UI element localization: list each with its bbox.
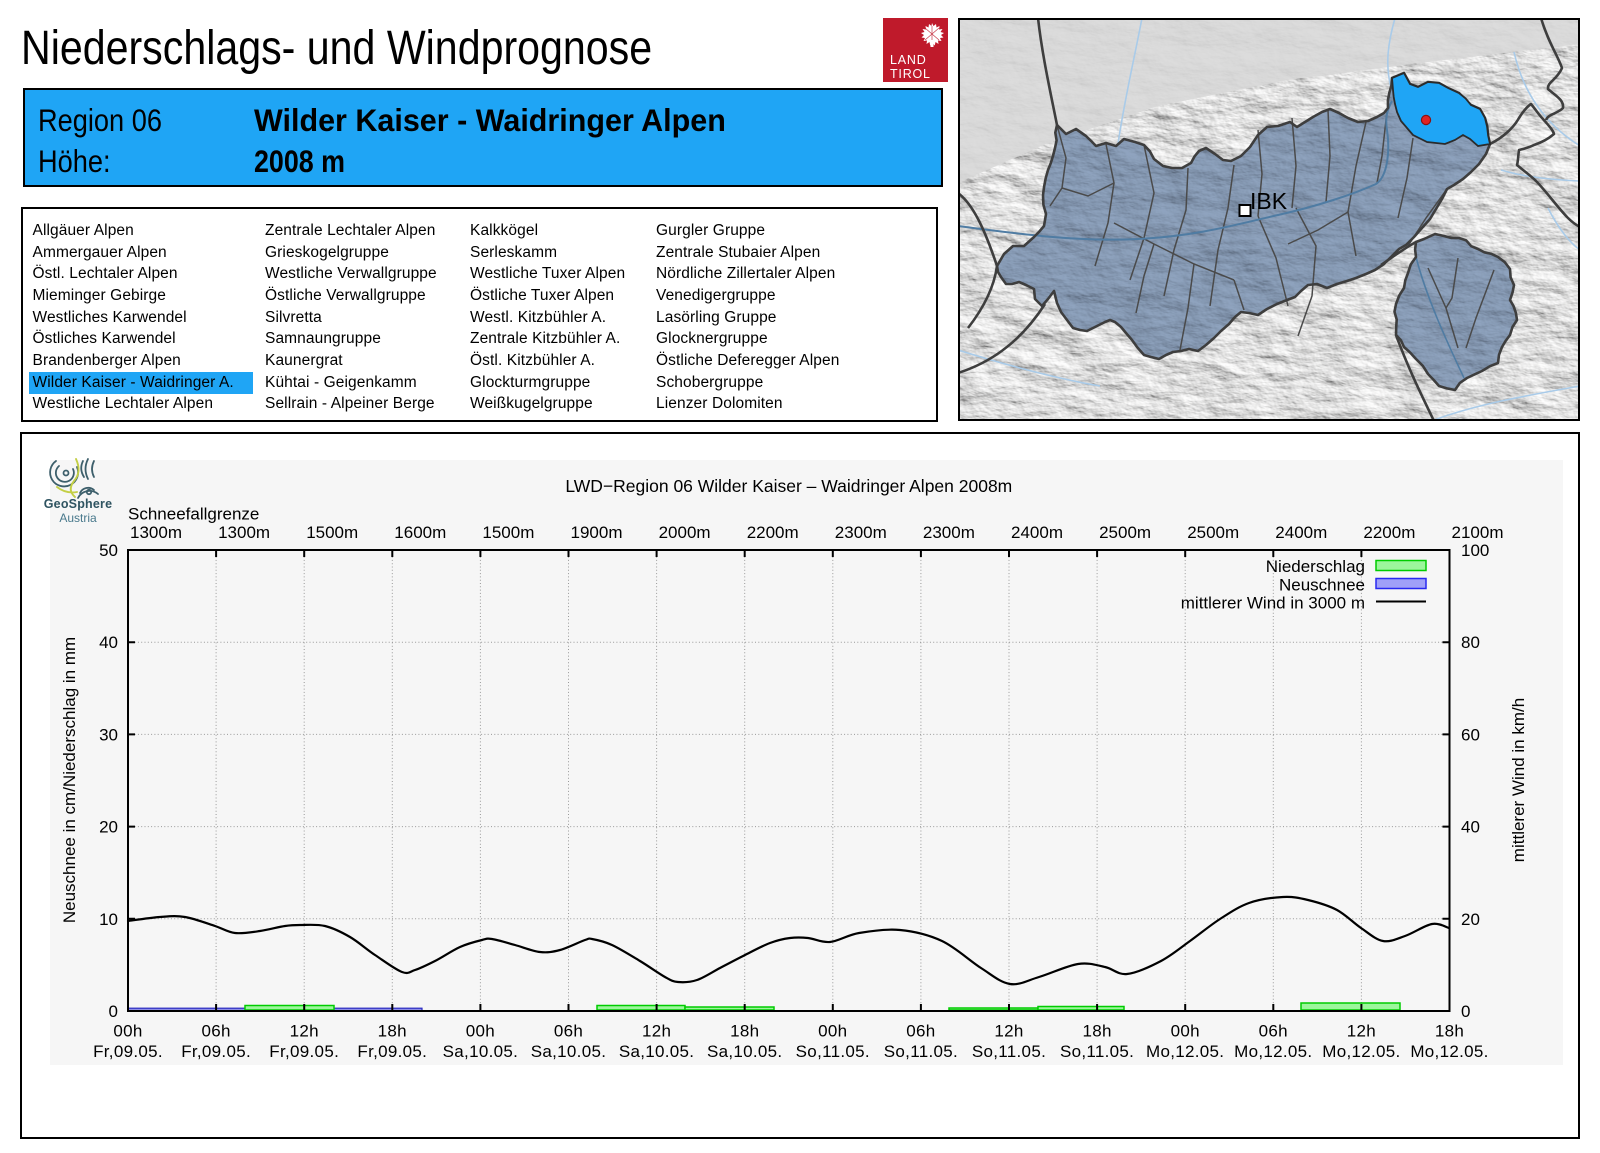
- svg-text:06h: 06h: [201, 1022, 230, 1041]
- svg-text:18h: 18h: [1435, 1022, 1464, 1041]
- svg-text:00h: 00h: [818, 1022, 847, 1041]
- svg-text:GeoSphere: GeoSphere: [44, 497, 113, 511]
- svg-text:06h: 06h: [1259, 1022, 1288, 1041]
- svg-text:Mo,12.05.: Mo,12.05.: [1234, 1042, 1312, 1061]
- svg-text:2400m: 2400m: [1275, 523, 1327, 542]
- svg-text:2200m: 2200m: [747, 523, 799, 542]
- svg-text:Austria: Austria: [59, 511, 97, 525]
- svg-text:50: 50: [99, 541, 118, 560]
- svg-text:06h: 06h: [554, 1022, 583, 1041]
- svg-text:2200m: 2200m: [1363, 523, 1415, 542]
- svg-text:2500m: 2500m: [1187, 523, 1239, 542]
- svg-text:60: 60: [1461, 725, 1480, 744]
- svg-text:So,11.05.: So,11.05.: [1060, 1042, 1134, 1061]
- svg-text:Fr,09.05.: Fr,09.05.: [181, 1042, 251, 1061]
- svg-text:00h: 00h: [113, 1022, 142, 1041]
- svg-text:00h: 00h: [1171, 1022, 1200, 1041]
- svg-text:1500m: 1500m: [482, 523, 534, 542]
- svg-text:Fr,09.05.: Fr,09.05.: [93, 1042, 163, 1061]
- svg-text:So,11.05.: So,11.05.: [972, 1042, 1046, 1061]
- svg-text:LWD−Region 06 Wilder Kaiser –: LWD−Region 06 Wilder Kaiser – Waidringer…: [565, 476, 1012, 496]
- svg-text:18h: 18h: [1082, 1022, 1111, 1041]
- svg-text:Mo,12.05.: Mo,12.05.: [1146, 1042, 1224, 1061]
- svg-text:2500m: 2500m: [1099, 523, 1151, 542]
- svg-text:Mo,12.05.: Mo,12.05.: [1410, 1042, 1488, 1061]
- svg-text:Sa,10.05.: Sa,10.05.: [443, 1042, 518, 1061]
- svg-text:Fr,09.05.: Fr,09.05.: [357, 1042, 427, 1061]
- svg-text:1300m: 1300m: [130, 523, 182, 542]
- svg-text:mittlerer Wind in km/h: mittlerer Wind in km/h: [1509, 698, 1528, 862]
- svg-text:Neuschnee: Neuschnee: [1279, 576, 1365, 595]
- svg-text:2300m: 2300m: [923, 523, 975, 542]
- svg-text:0: 0: [109, 1002, 118, 1021]
- svg-text:Sa,10.05.: Sa,10.05.: [619, 1042, 694, 1061]
- svg-text:12h: 12h: [994, 1022, 1023, 1041]
- svg-text:40: 40: [99, 633, 118, 652]
- svg-text:So,11.05.: So,11.05.: [796, 1042, 870, 1061]
- svg-text:40: 40: [1461, 818, 1480, 837]
- svg-text:18h: 18h: [378, 1022, 407, 1041]
- svg-text:1600m: 1600m: [394, 523, 446, 542]
- svg-text:1900m: 1900m: [571, 523, 623, 542]
- svg-text:So,11.05.: So,11.05.: [884, 1042, 958, 1061]
- svg-text:Neuschnee in cm/Niederschlag i: Neuschnee in cm/Niederschlag in mm: [60, 637, 79, 923]
- svg-text:06h: 06h: [906, 1022, 935, 1041]
- svg-text:00h: 00h: [466, 1022, 495, 1041]
- svg-text:0: 0: [1461, 1002, 1470, 1021]
- svg-text:1500m: 1500m: [306, 523, 358, 542]
- svg-text:2100m: 2100m: [1452, 523, 1504, 542]
- svg-text:Fr,09.05.: Fr,09.05.: [269, 1042, 339, 1061]
- svg-text:Sa,10.05.: Sa,10.05.: [707, 1042, 782, 1061]
- svg-text:100: 100: [1461, 541, 1489, 560]
- svg-text:30: 30: [99, 725, 118, 744]
- svg-text:12h: 12h: [290, 1022, 319, 1041]
- svg-text:Niederschlag: Niederschlag: [1266, 557, 1365, 576]
- svg-text:80: 80: [1461, 633, 1480, 652]
- svg-text:20: 20: [99, 818, 118, 837]
- svg-text:12h: 12h: [642, 1022, 671, 1041]
- svg-text:Mo,12.05.: Mo,12.05.: [1322, 1042, 1400, 1061]
- svg-text:Sa,10.05.: Sa,10.05.: [531, 1042, 606, 1061]
- svg-text:Schneefallgrenze: Schneefallgrenze: [128, 505, 259, 524]
- svg-text:mittlerer Wind in 3000 m: mittlerer Wind in 3000 m: [1181, 594, 1365, 613]
- svg-text:IBK: IBK: [1250, 188, 1288, 214]
- svg-text:10: 10: [99, 910, 118, 929]
- svg-text:12h: 12h: [1347, 1022, 1376, 1041]
- svg-text:2300m: 2300m: [835, 523, 887, 542]
- svg-text:20: 20: [1461, 910, 1480, 929]
- svg-text:2400m: 2400m: [1011, 523, 1063, 542]
- svg-text:2000m: 2000m: [659, 523, 711, 542]
- svg-text:18h: 18h: [730, 1022, 759, 1041]
- svg-text:1300m: 1300m: [218, 523, 270, 542]
